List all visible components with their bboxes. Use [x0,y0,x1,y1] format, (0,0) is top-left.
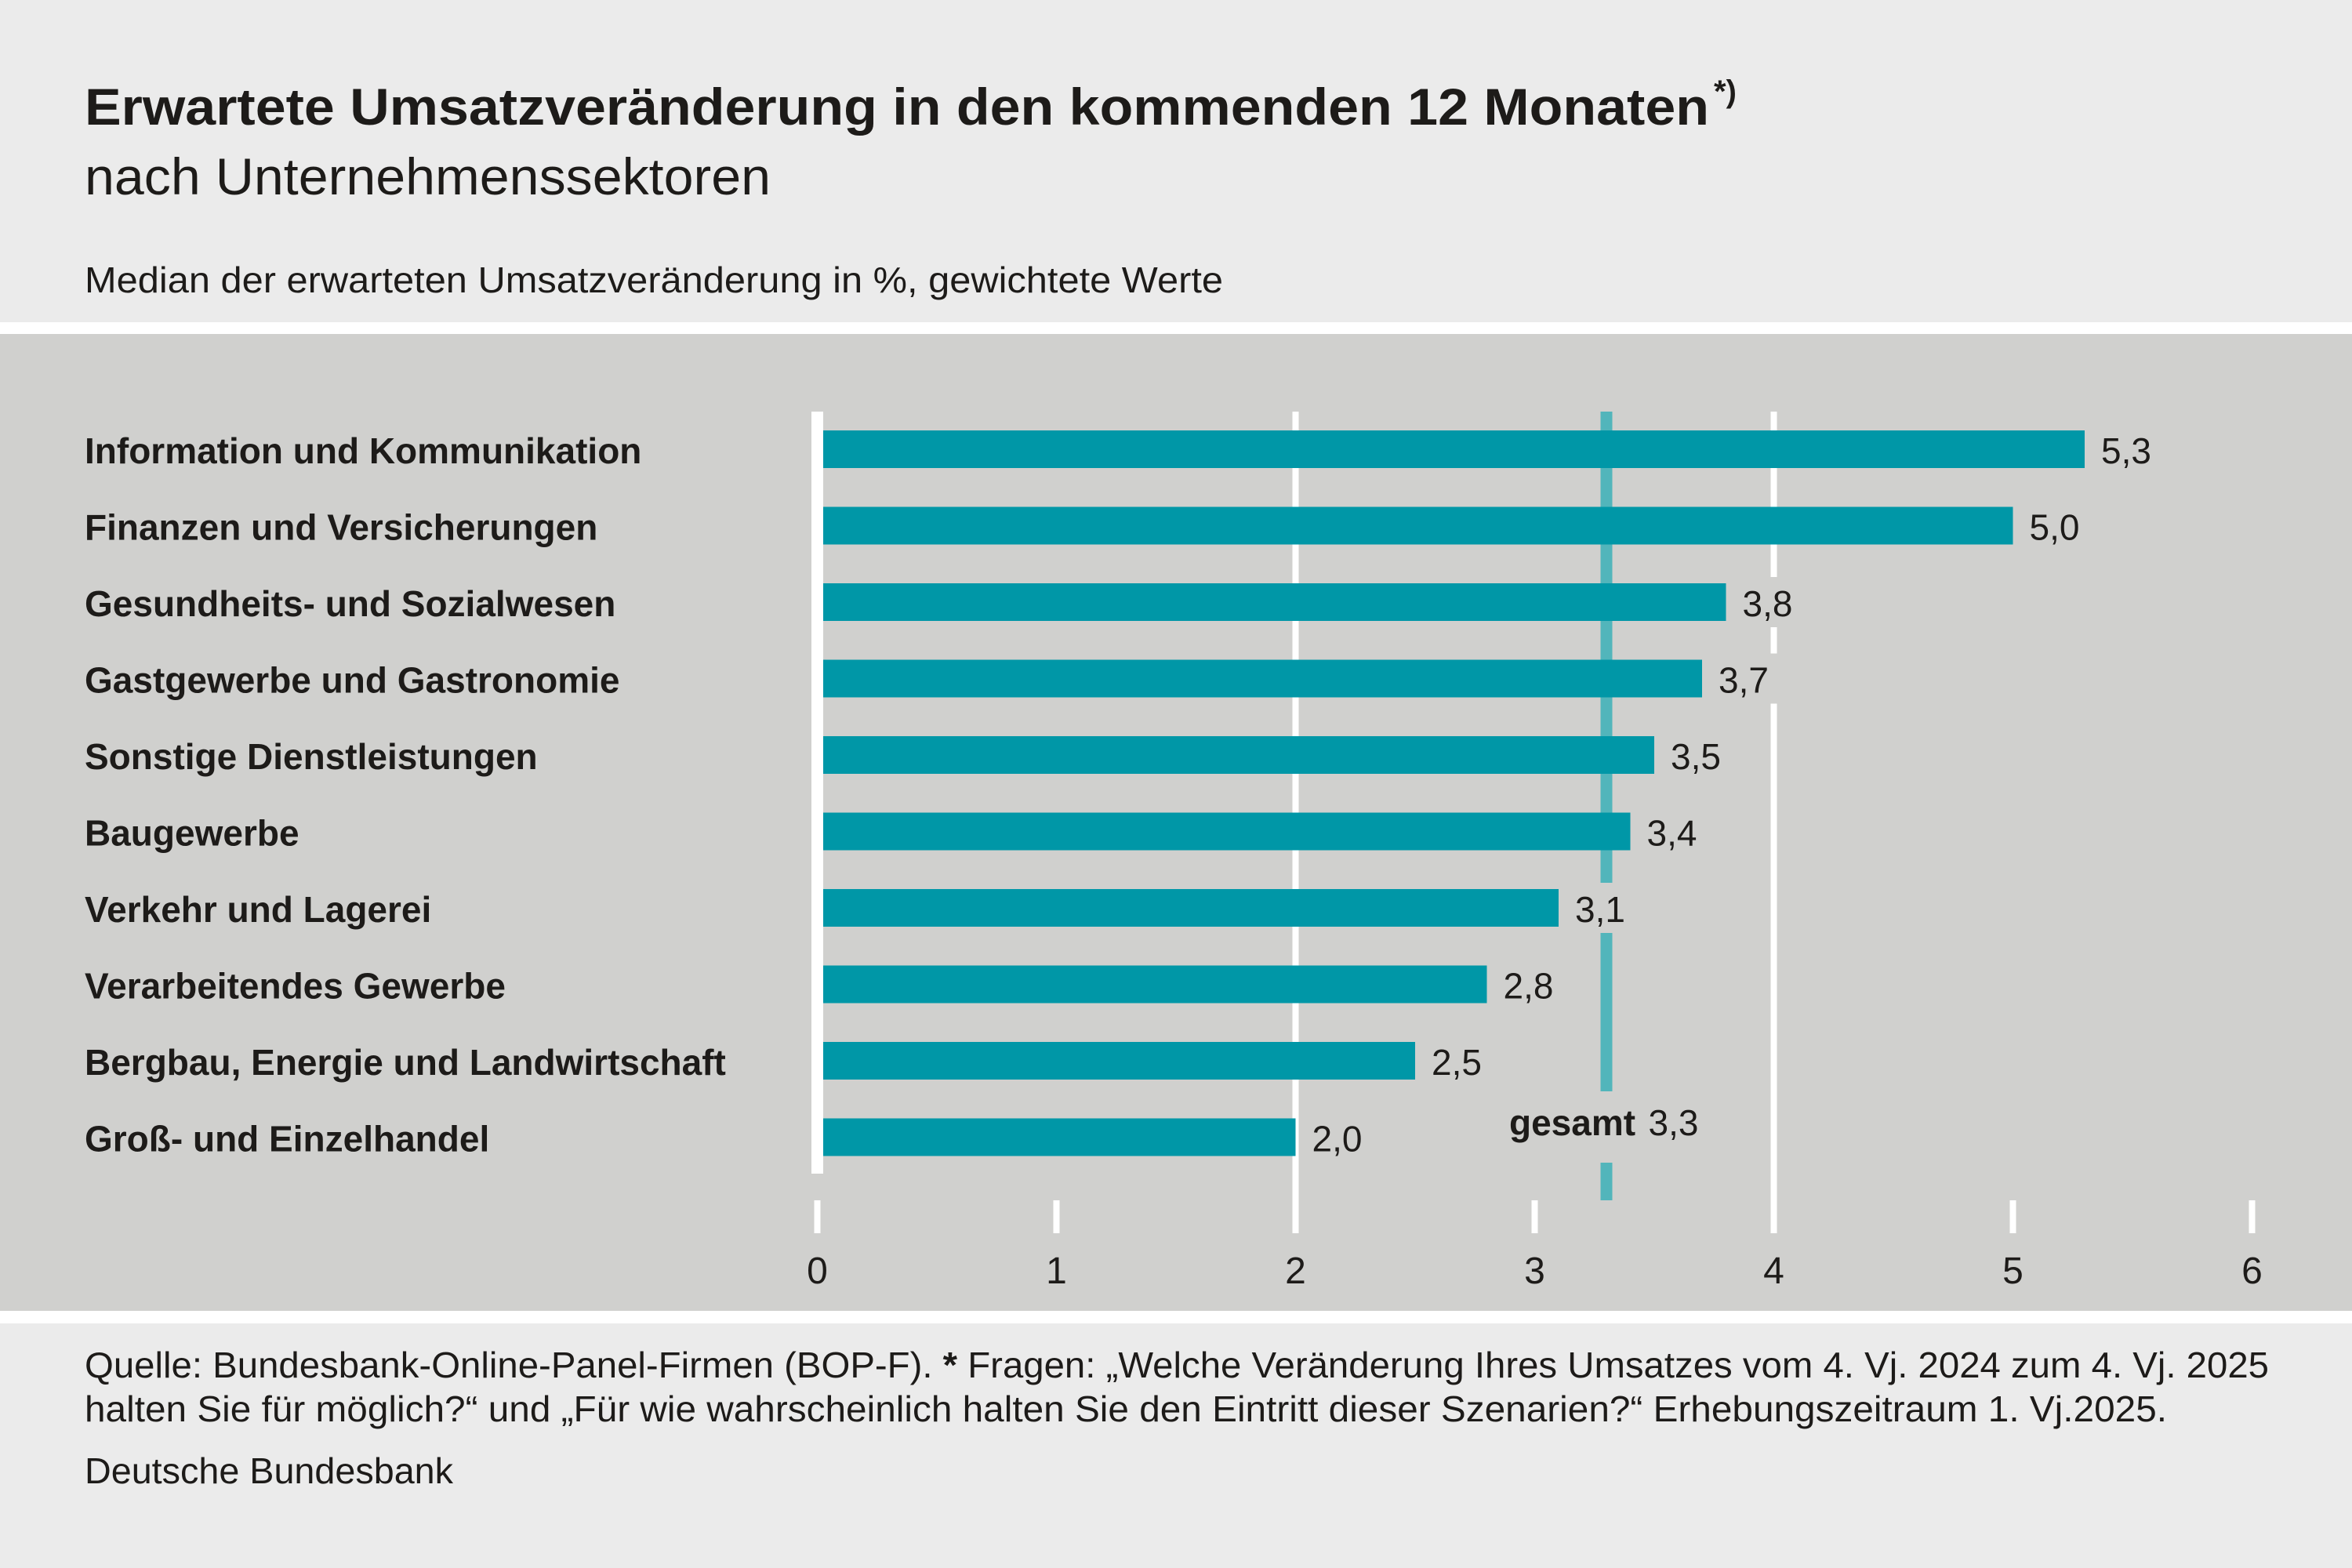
tick-mark [814,1200,821,1233]
bar [817,659,1702,698]
tick-label: 2 [1285,1250,1306,1292]
reference-line-lower [1600,1163,1613,1200]
bar [817,1118,1296,1156]
value-label: 5,3 [2101,430,2151,471]
bar [817,583,1726,621]
source-note-line-1: Quelle: Bundesbank-Online-Panel-Firmen (… [85,1345,2269,1385]
value-label-knockout [1301,1112,1382,1163]
category-label: Information und Kommunikation [85,430,641,471]
tick-label: 3 [1524,1250,1545,1292]
zero-axis-line [811,412,823,1174]
publisher-credit: Deutsche Bundesbank [85,1450,454,1491]
reference-line-name: gesamt [1509,1102,1635,1143]
value-label-knockout [1493,959,1573,1010]
unit-note: Median der erwarteten Umsatzveränderung … [85,260,1223,300]
category-label: Verarbeitendes Gewerbe [85,966,506,1007]
category-label: Baugewerbe [85,813,299,854]
separator-bottom [0,1311,2352,1323]
header-background [0,0,2352,322]
value-label-knockout [1732,577,1813,627]
category-label: Verkehr und Lagerei [85,889,431,930]
source-note-prefix: Quelle: Bundesbank-Online-Panel-Firmen (… [85,1345,943,1385]
value-label-knockout [1565,883,1645,933]
value-label-knockout [1708,653,1788,704]
chart-subtitle: nach Unternehmenssektoren [85,147,771,205]
bar [817,736,1654,774]
tick-mark [2249,1200,2256,1233]
footer-background [0,1323,2352,1568]
value-label: 3,8 [1743,583,1793,624]
label-knockouts [1301,424,2171,1163]
value-label: 3,7 [1719,660,1769,701]
category-label: Gastgewerbe und Gastronomie [85,660,619,701]
tick-label: 0 [807,1250,828,1292]
value-label-knockout [1636,806,1717,857]
bar [817,889,1559,927]
tick-mark [1292,1200,1299,1233]
tick-label: 4 [1763,1250,1784,1292]
bars [817,430,2085,1156]
x-axis-ticks: 0 1 2 3 4 5 6 [807,1200,2263,1292]
tick-mark [1770,1200,1777,1233]
value-label: 2,5 [1432,1042,1482,1083]
category-label: Bergbau, Energie und Landwirtschaft [85,1042,726,1083]
zero-axis [811,412,823,1174]
chart-title: Erwartete Umsatzveränderung in den komme… [85,78,1709,136]
category-label: Finanzen und Versicherungen [85,507,597,548]
tick-mark [2009,1200,2016,1233]
bar [817,812,1631,851]
value-label: 5,0 [2030,507,2080,548]
category-label: Groß- und Einzelhandel [85,1119,489,1160]
reference-line-label: gesamt 3,3 [1509,1102,1698,1143]
value-label: 3,1 [1575,889,1625,930]
bar [817,965,1487,1004]
value-labels: 5,3 5,0 3,8 3,7 3,5 3,4 3,1 2,8 2,5 2,0 [1312,430,2151,1160]
value-label: 3,4 [1647,813,1697,854]
source-note-line-2: halten Sie für möglich?“ und „Für wie wa… [85,1388,2167,1429]
separator-top [0,322,2352,334]
value-label: 2,0 [1312,1119,1363,1160]
bar [817,430,2085,468]
value-label: 3,5 [1671,736,1721,777]
tick-label: 5 [2002,1250,2024,1292]
value-label: 2,8 [1504,966,1554,1007]
tick-mark [1053,1200,1060,1233]
category-labels: Information und Kommunikation Finanzen un… [85,430,726,1160]
reference-line-value: 3,3 [1649,1102,1699,1143]
gridline-4 [1770,412,1777,1233]
source-note-question: Fragen: „Welche Veränderung Ihres Umsatz… [967,1345,2269,1385]
title-footnote-marker: *) [1714,74,1737,109]
bar [817,506,2013,545]
value-label-knockout [2019,500,2100,551]
value-label-knockout [1661,730,1740,780]
value-label-knockout [2091,424,2171,474]
tick-label: 6 [2241,1250,2263,1292]
category-label: Gesundheits- und Sozialwesen [85,583,615,624]
tick-label: 1 [1046,1250,1067,1292]
bar [817,1042,1415,1080]
tick-mark [1531,1200,1538,1233]
value-label-knockout [1421,1036,1501,1086]
category-label: Sonstige Dienstleistungen [85,736,538,777]
footnote-star: * [943,1345,958,1385]
